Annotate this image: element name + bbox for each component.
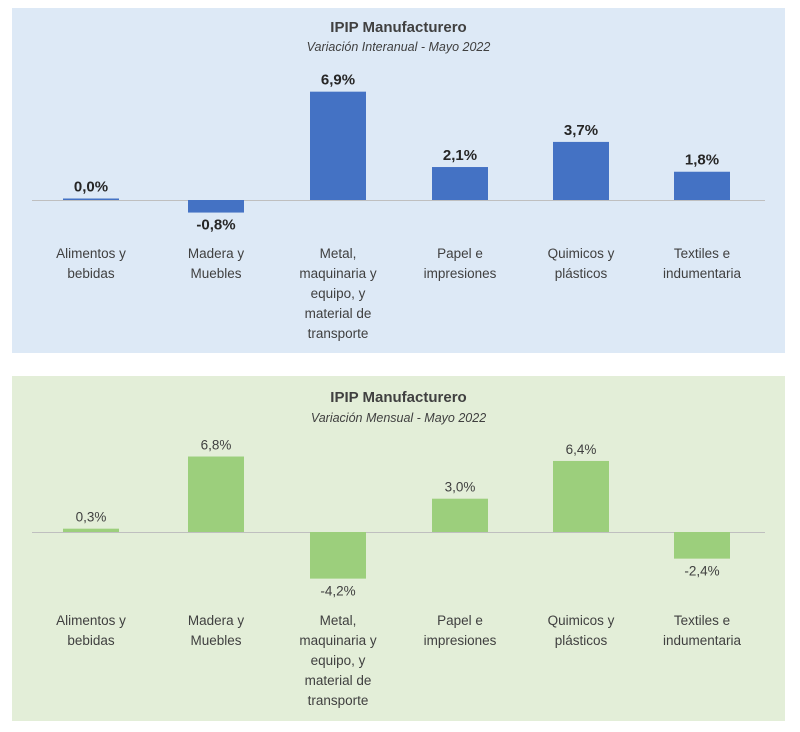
- data-label: 6,9%: [321, 72, 355, 89]
- category-label: Papel e impresiones: [424, 613, 497, 648]
- category-label: Quimicos y plásticos: [548, 613, 615, 648]
- bar-3: [310, 91, 366, 200]
- chart-title: IPIP Manufacturero: [330, 19, 466, 36]
- bar-6: [674, 171, 730, 200]
- bar-2: [188, 456, 244, 532]
- data-label: 0,0%: [74, 179, 108, 196]
- category-label: Quimicos y plásticos: [548, 246, 615, 281]
- data-label: -0,8%: [196, 217, 235, 234]
- category-label: Alimentos y bebidas: [56, 613, 126, 648]
- data-label: 3,0%: [445, 480, 476, 495]
- bar-2: [188, 200, 244, 213]
- chart-subtitle: Variación Interanual - Mayo 2022: [307, 40, 491, 54]
- data-label: 2,1%: [443, 147, 477, 164]
- category-label: Madera y Muebles: [188, 246, 245, 281]
- data-label: 6,8%: [201, 438, 232, 453]
- bar-4: [432, 167, 488, 200]
- bar-4: [432, 498, 488, 532]
- data-label: -4,2%: [320, 584, 355, 599]
- bar-3: [310, 532, 366, 579]
- data-label: 6,4%: [566, 442, 597, 457]
- category-label: Metal, maquinaria y equipo, y material de tr…: [299, 613, 377, 708]
- bar-5: [553, 460, 609, 532]
- data-label: -2,4%: [684, 564, 719, 579]
- data-label: 0,3%: [76, 510, 107, 525]
- chart-interanual-svg: IPIP Manufacturero Variación Interanual …: [32, 19, 765, 341]
- bar-6: [674, 532, 730, 559]
- chart-mensual-svg: IPIP Manufacturero Variación Mensual - M…: [32, 389, 765, 708]
- chart-title: IPIP Manufacturero: [330, 389, 466, 406]
- chart-panel-interanual: IPIP Manufacturero Variación Interanual …: [12, 8, 785, 353]
- bar-1: [63, 528, 119, 532]
- category-label: Papel e impresiones: [424, 246, 497, 281]
- data-label: 1,8%: [685, 152, 719, 169]
- chart-subtitle: Variación Mensual - Mayo 2022: [311, 411, 486, 425]
- chart-panel-mensual: IPIP Manufacturero Variación Mensual - M…: [12, 376, 785, 721]
- category-label: Alimentos y bebidas: [56, 246, 126, 281]
- category-label: Textiles e indumentaria: [663, 613, 742, 648]
- bar-1: [63, 198, 119, 200]
- category-label: Madera y Muebles: [188, 613, 245, 648]
- bar-5: [553, 141, 609, 200]
- data-label: 3,7%: [564, 122, 598, 139]
- category-label: Textiles e indumentaria: [663, 246, 742, 281]
- category-label: Metal, maquinaria y equipo, y material de tr…: [299, 246, 377, 341]
